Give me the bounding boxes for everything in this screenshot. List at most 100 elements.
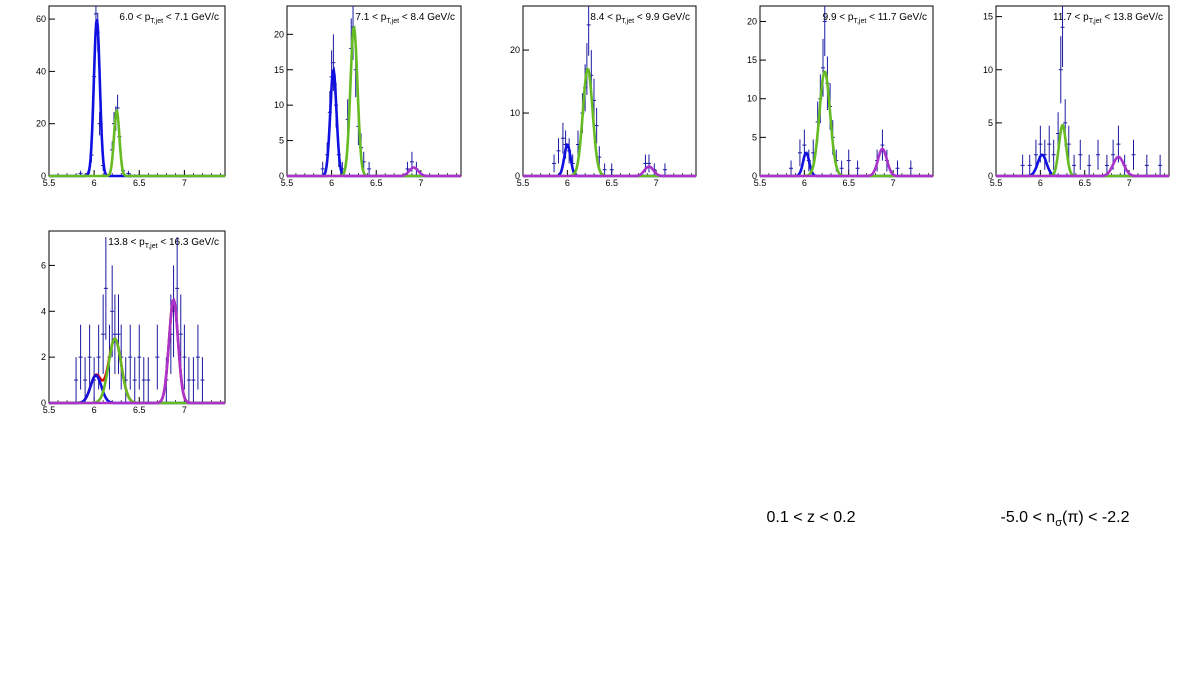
y-tick-label: 0 <box>41 398 46 408</box>
y-tick-label: 6 <box>41 260 46 270</box>
fit-curve-purple <box>760 147 933 178</box>
x-tick-label: 6 <box>565 178 570 188</box>
footer-nsigma-range: -5.0 < nσ(π) < -2.2 <box>1001 509 1130 529</box>
pt-range-text: 7.1 < p <box>355 12 386 23</box>
x-tick-label: 7 <box>418 178 423 188</box>
chart-panel-5: 0 5 10 15 5.5 6 6.5 7 11.7 < pT,jet < 13.8 GeV/c <box>983 5 1170 188</box>
pt-range-text: 13.8 < p <box>108 237 145 248</box>
plot-frame <box>48 5 226 177</box>
pt-range-text: < 8.4 GeV/c <box>399 12 455 23</box>
pt-range-subscript: T,jet <box>386 18 399 25</box>
fit-curve-purple <box>287 166 461 178</box>
fit-curve-blue <box>523 143 696 178</box>
chart-panel-1: 0 20 40 60 5.5 6 6.5 7 6.0 < pT,jet < 7.1 GeV/c <box>36 5 226 188</box>
x-tick-label: 6.5 <box>842 178 855 188</box>
y-tick-label: 0 <box>988 171 993 181</box>
x-tick-label: 6.5 <box>1078 178 1091 188</box>
pt-range-text: < 9.9 GeV/c <box>634 12 690 23</box>
fit-curve-green <box>523 67 696 178</box>
x-tick-label: 6.5 <box>370 178 383 188</box>
chart-panel-4: 0 5 10 15 20 5.5 6 6.5 7 9.9 < pT,jet < 11.7 GeV/… <box>747 5 934 188</box>
plot-frame <box>995 5 1170 177</box>
pt-range-subscript: T,jet <box>150 18 163 25</box>
y-tick-label: 15 <box>747 55 757 65</box>
y-tick-label: 20 <box>36 119 46 129</box>
y-tick-label: 10 <box>747 94 757 104</box>
fit-curve-blue <box>287 66 461 178</box>
fit-curve-blue <box>49 18 225 178</box>
y-tick-label: 15 <box>274 65 284 75</box>
y-tick-label: 4 <box>41 306 46 316</box>
y-tick-label: 20 <box>747 16 757 26</box>
footer-nsigma-suffix: (π) < -2.2 <box>1062 509 1130 526</box>
x-tick-label: 6 <box>802 178 807 188</box>
pt-range-text: 11.7 < p <box>1053 12 1089 23</box>
x-tick-label: 7 <box>182 405 187 415</box>
pt-range-text: 9.9 < p <box>823 12 854 23</box>
x-tick-label: 6.5 <box>133 178 146 188</box>
pt-range-subscript: T,jet <box>1089 18 1102 25</box>
x-tick-label: 6 <box>329 178 334 188</box>
x-tick-label: 6.5 <box>605 178 618 188</box>
fit-curve-green <box>287 25 461 178</box>
fit-curve-green <box>49 108 225 178</box>
x-tick-label: 6 <box>92 178 97 188</box>
y-tick-label: 2 <box>41 352 46 362</box>
y-tick-label: 0 <box>515 171 520 181</box>
pt-range-text: < 13.8 GeV/c <box>1102 12 1163 23</box>
pt-range-subscript: T,jet <box>145 243 158 250</box>
pt-range-text: < 11.7 GeV/c <box>866 12 927 23</box>
x-tick-label: 7 <box>1127 178 1132 188</box>
x-tick-label: 5.5 <box>990 178 1003 188</box>
y-tick-label: 0 <box>752 171 757 181</box>
fit-curve-purple <box>996 155 1169 178</box>
y-tick-label: 20 <box>510 45 520 55</box>
pt-range-label: 7.1 < pT,jet < 8.4 GeV/c <box>355 12 455 25</box>
pt-range-subscript: T,jet <box>621 18 634 25</box>
fit-curve-green <box>760 70 933 178</box>
x-tick-label: 6 <box>92 405 97 415</box>
fit-curve-green <box>996 123 1169 178</box>
x-tick-label: 6 <box>1038 178 1043 188</box>
x-tick-label: 5.5 <box>517 178 530 188</box>
x-tick-label: 5.5 <box>43 178 56 188</box>
x-tick-label: 5.5 <box>281 178 294 188</box>
footer-nsigma-prefix: -5.0 < n <box>1001 509 1056 526</box>
x-tick-label: 7 <box>654 178 659 188</box>
y-tick-label: 40 <box>36 66 46 76</box>
pt-range-label: 9.9 < pT,jet < 11.7 GeV/c <box>823 12 927 25</box>
pt-range-label: 8.4 < pT,jet < 9.9 GeV/c <box>590 12 690 25</box>
fit-curve-blue <box>760 151 933 178</box>
y-tick-label: 5 <box>279 136 284 146</box>
footer-z-range: 0.1 < z < 0.2 <box>767 509 856 526</box>
footer-nsigma-sub: σ <box>1055 517 1062 529</box>
y-tick-label: 0 <box>41 171 46 181</box>
chart-panel-6: 0 2 4 6 5.5 6 6.5 7 13.8 < pT,jet < 16.3 GeV/c <box>41 230 226 415</box>
x-tick-label: 5.5 <box>43 405 56 415</box>
y-tick-label: 5 <box>752 132 757 142</box>
x-tick-label: 7 <box>182 178 187 188</box>
pt-range-label: 11.7 < pT,jet < 13.8 GeV/c <box>1053 12 1163 25</box>
pt-range-subscript: T,jet <box>853 18 866 25</box>
pt-range-text: 8.4 < p <box>590 12 621 23</box>
plot-frame <box>48 230 226 404</box>
y-tick-label: 15 <box>983 12 993 22</box>
plot-frame <box>286 5 462 177</box>
plot-frame <box>522 5 697 177</box>
fit-curve-green <box>49 337 225 405</box>
fit-curve-purple <box>523 165 696 178</box>
x-tick-label: 5.5 <box>754 178 767 188</box>
fit-curve-total <box>49 297 225 405</box>
x-tick-label: 7 <box>891 178 896 188</box>
chart-panel-2: 0 5 10 15 20 5.5 6 6.5 7 7.1 < pT,jet < 8.4 GeV/c <box>274 5 462 188</box>
fit-curve-purple <box>49 297 225 405</box>
pt-range-label: 13.8 < pT,jet < 16.3 GeV/c <box>108 237 219 250</box>
pt-range-text: < 16.3 GeV/c <box>158 237 219 248</box>
pt-range-text: 6.0 < p <box>119 12 150 23</box>
x-tick-label: 6.5 <box>133 405 146 415</box>
pt-range-label: 6.0 < pT,jet < 7.1 GeV/c <box>119 12 219 25</box>
y-tick-label: 20 <box>274 29 284 39</box>
y-tick-label: 10 <box>983 65 993 75</box>
